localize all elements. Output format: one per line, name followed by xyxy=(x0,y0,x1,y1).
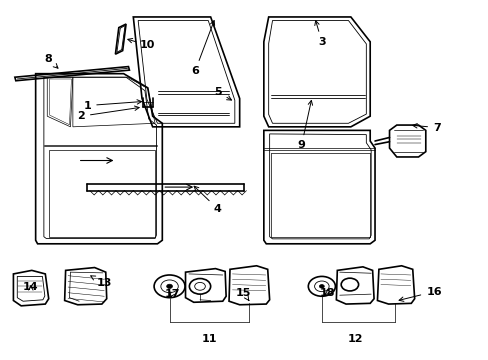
Text: 7: 7 xyxy=(412,122,440,132)
Text: 16: 16 xyxy=(398,287,441,301)
Text: 14: 14 xyxy=(23,282,39,292)
Text: 6: 6 xyxy=(191,21,214,76)
Text: 1: 1 xyxy=(83,100,141,111)
Text: 2: 2 xyxy=(77,106,139,121)
Text: 15: 15 xyxy=(235,288,251,301)
Text: 17: 17 xyxy=(164,289,180,299)
Text: 11: 11 xyxy=(202,334,217,344)
Text: 10: 10 xyxy=(127,39,155,50)
Text: 5: 5 xyxy=(214,87,231,100)
Circle shape xyxy=(319,284,324,288)
Text: 18: 18 xyxy=(319,288,335,298)
Circle shape xyxy=(166,284,172,288)
Text: 9: 9 xyxy=(297,100,312,150)
Text: 12: 12 xyxy=(347,334,363,344)
Text: 4: 4 xyxy=(194,186,222,214)
Text: 3: 3 xyxy=(314,21,325,47)
Text: 13: 13 xyxy=(91,276,112,288)
Text: 8: 8 xyxy=(45,54,58,68)
